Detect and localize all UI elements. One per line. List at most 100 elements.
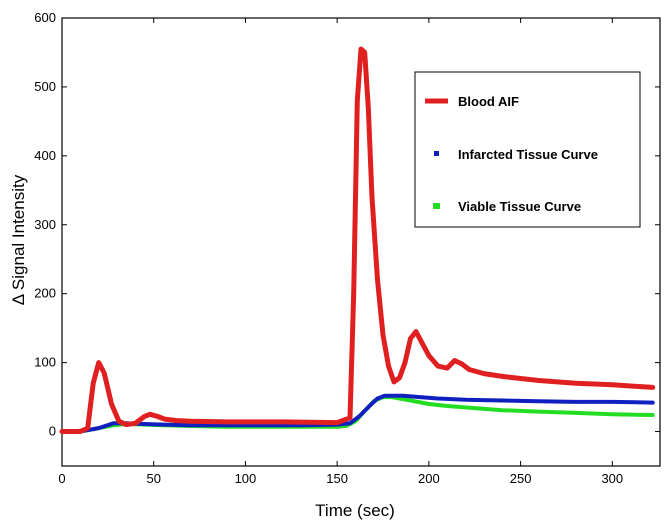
data-point [189,423,192,427]
data-point [143,415,146,418]
data-point [280,420,284,424]
data-point [464,398,467,402]
data-point [436,364,440,368]
data-point [414,330,418,333]
data-point [574,400,577,404]
y-tick-label: 500 [34,79,56,94]
data-point [610,383,614,387]
data-point [357,415,361,418]
data-point [363,51,367,54]
data-point [112,421,115,425]
data-point [348,416,352,420]
data-point [537,410,541,413]
data-point [409,337,412,340]
y-axis: 0 100 200 300 400 500 600 [34,10,660,439]
legend-label-blood-aif: Blood AIF [458,94,519,109]
y-tick-label: 0 [49,424,56,439]
data-point [651,413,655,417]
data-point [225,423,229,427]
data-point [156,415,159,418]
data-point [610,412,614,416]
data-point [473,406,477,410]
data-point [97,361,101,364]
data-point [500,399,504,402]
data-point [225,420,229,424]
y-tick-label: 600 [34,10,56,25]
data-point [370,195,374,199]
data-point [110,402,113,406]
data-point [163,417,167,421]
data-point [651,401,655,404]
data-point [482,372,486,375]
data-point [629,384,633,388]
x-axis: 0 50 100 150 200 250 300 [58,18,623,486]
data-point [381,333,385,337]
data-point [574,381,577,385]
x-tick-label: 250 [510,471,532,486]
data-point [366,106,370,109]
x-tick-label: 100 [235,471,257,486]
x-axis-title: Time (sec) [315,501,395,520]
data-point [500,375,504,378]
data-point [537,379,541,382]
data-point [519,377,522,380]
x-tick-label: 300 [601,471,623,486]
x-tick-label: 0 [58,471,65,486]
x-tick-label: 150 [326,471,348,486]
data-point [403,361,407,364]
data-point [453,359,456,362]
y-tick-label: 200 [34,286,56,301]
legend-box [414,71,641,228]
data-point [574,411,577,415]
data-point [387,364,390,368]
data-point [148,412,152,416]
data-point [124,423,128,426]
data-point [392,380,396,384]
data-point [134,421,137,425]
data-point [91,381,95,385]
data-point [460,362,464,366]
data-point [610,400,614,404]
data-point [189,419,192,423]
data-point [467,368,471,371]
data-point [359,47,363,51]
y-tick-label: 300 [34,217,56,232]
data-point [335,421,339,424]
data-point [401,394,405,398]
data-point [409,399,412,402]
data-point [436,397,440,400]
legend-label-viable: Viable Tissue Curve [458,199,581,214]
data-point [500,408,504,412]
y-tick-label: 100 [34,355,56,370]
data-point [348,421,352,425]
data-point [537,399,541,403]
legend-swatch-infarcted [434,151,439,156]
data-point [383,394,387,398]
y-tick-label: 400 [34,148,56,163]
data-point [445,404,449,408]
x-tick-label: 200 [418,471,440,486]
legend-label-infarcted: Infarcted Tissue Curve [458,147,598,162]
data-point [161,423,165,426]
data-point [390,394,394,398]
data-point [398,376,401,380]
data-point [262,423,266,427]
data-point [427,354,431,358]
data-point [651,386,655,389]
y-axis-title: Δ Signal Intensity [9,174,28,305]
data-point [445,366,449,370]
data-point [368,403,372,407]
data-point [420,340,423,344]
legend-swatch-viable [433,203,440,209]
x-tick-label: 50 [146,471,160,486]
data-point [418,395,422,399]
data-point [102,371,106,375]
data-point [376,278,379,282]
data-point [60,430,64,433]
data-point [555,380,559,384]
data-point [352,292,356,296]
data-point [376,397,379,400]
data-point [592,382,596,386]
legend: Blood AIF Infarcted Tissue Curve Viable … [414,71,641,228]
